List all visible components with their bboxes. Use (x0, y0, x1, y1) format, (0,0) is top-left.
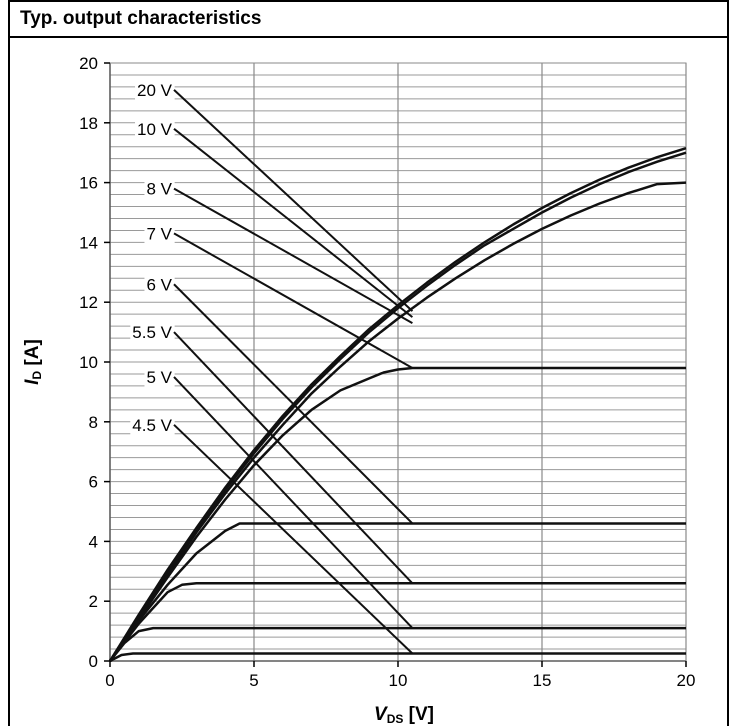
curve-label-background (130, 323, 175, 343)
curve-label: 20 V (137, 81, 173, 100)
curve-7-Vseries (108, 366, 686, 662)
curve-label-pointer (173, 424, 414, 655)
curves (108, 147, 687, 663)
curve-label: 7 V (146, 224, 172, 243)
curve-label-pointer (173, 232, 413, 369)
y-tick-label: 2 (89, 592, 98, 611)
y-tick-label: 4 (89, 532, 98, 551)
curve-label-background (130, 415, 175, 435)
tick-labels: 0 2 4 6 8 10 12 14 16 18 20 0 5 10 15 20 (79, 54, 695, 690)
curve-label-background (144, 179, 175, 199)
title-bar: Typ. output characteristics (8, 0, 729, 38)
y-tick-label: 12 (79, 293, 98, 312)
x-tick-label: 5 (249, 671, 258, 690)
curve-4-5-Vseries (109, 652, 686, 663)
x-tick-label: 0 (105, 671, 114, 690)
curve-labels: 20 V 10 V 8 V 7 V 6 V 5.5 V 5 V 4.5 V (130, 80, 414, 655)
curve-5-5-Vseries (109, 582, 686, 662)
curve-8-Vseries (108, 181, 687, 662)
curve-label-background (144, 224, 175, 244)
y-tick-label: 18 (79, 114, 98, 133)
curve-label-background (135, 80, 175, 100)
curve-label-pointer (173, 89, 414, 312)
curve-label-background (135, 119, 175, 139)
curve-label-pointer (173, 187, 413, 325)
curve-label-background (144, 367, 175, 387)
curve-label-background (144, 275, 175, 295)
curve-label: 10 V (137, 120, 173, 139)
left-border (8, 38, 10, 726)
curve-label: 8 V (146, 180, 172, 199)
y-tick-label: 14 (79, 233, 98, 252)
curve-10-Vseries (108, 151, 687, 662)
x-tick-label: 10 (389, 671, 408, 690)
x-tick-label: 20 (677, 671, 696, 690)
curve-5-Vseries (109, 626, 686, 662)
curve-label-pointer (173, 283, 414, 525)
curve-label: 5 V (146, 368, 172, 387)
y-tick-label: 10 (79, 353, 98, 372)
grid (109, 63, 687, 661)
right-border (727, 38, 729, 726)
curve-label: 4.5 V (132, 416, 172, 435)
curve-6-Vseries (108, 522, 686, 662)
curve-label-pointer (173, 127, 414, 318)
y-tick-label: 8 (89, 413, 98, 432)
x-axis-label: VDS [V] (374, 704, 434, 726)
chart-title: Typ. output characteristics (20, 8, 262, 29)
y-tick-label: 16 (79, 174, 98, 193)
curve-label: 6 V (146, 275, 172, 294)
curve-label-pointer (173, 376, 414, 629)
x-tick-label: 15 (533, 671, 552, 690)
curve-label-pointer (173, 331, 414, 584)
curve-label: 5.5 V (132, 323, 172, 342)
y-tick-label: 20 (79, 54, 98, 73)
y-axis-label: ID [A] (22, 339, 44, 385)
y-tick-label: 0 (89, 652, 98, 671)
y-tick-label: 6 (89, 473, 98, 492)
